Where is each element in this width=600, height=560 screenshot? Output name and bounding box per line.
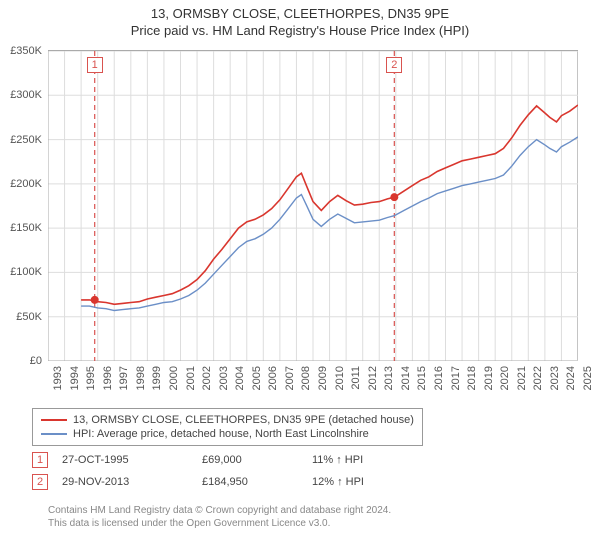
x-tick-label: 2010 [334,366,346,390]
y-tick-label: £250K [10,134,48,146]
plot-area: £0£50K£100K£150K£200K£250K£300K£350K1993… [48,50,578,360]
y-tick-label: £150K [10,222,48,234]
x-tick-label: 2000 [168,366,180,390]
chart-container: 13, ORMSBY CLOSE, CLEETHORPES, DN35 9PE … [0,0,600,560]
x-tick-label: 2015 [416,366,428,390]
x-tick-label: 2013 [383,366,395,390]
x-tick-label: 2004 [234,366,246,390]
event-row-price: £184,950 [202,476,312,488]
x-tick-label: 1996 [102,366,114,390]
x-tick-label: 2002 [201,366,213,390]
x-tick-label: 2008 [300,366,312,390]
events-table: 1 27-OCT-1995£69,00011% ↑ HPI 2 29-NOV-2013… [32,452,422,496]
y-tick-label: £0 [30,355,48,367]
event-row-marker: 1 [32,452,48,468]
x-tick-label: 2017 [450,366,462,390]
chart-subtitle: Price paid vs. HM Land Registry's House … [0,23,600,38]
legend: 13, ORMSBY CLOSE, CLEETHORPES, DN35 9PE … [32,408,423,446]
x-tick-label: 2012 [367,366,379,390]
x-tick-label: 1998 [135,366,147,390]
titles: 13, ORMSBY CLOSE, CLEETHORPES, DN35 9PE … [0,0,600,38]
x-tick-label: 2023 [549,366,561,390]
x-tick-label: 2001 [185,366,197,390]
event-row-date: 27-OCT-1995 [62,454,202,466]
x-tick-label: 2005 [251,366,263,390]
x-tick-label: 2018 [466,366,478,390]
x-tick-label: 2007 [284,366,296,390]
x-tick-label: 2016 [433,366,445,390]
x-tick-label: 2019 [483,366,495,390]
y-tick-label: £100K [10,266,48,278]
legend-swatch [41,433,67,435]
footnote-line2: This data is licensed under the Open Gov… [48,517,391,530]
x-tick-label: 2020 [499,366,511,390]
y-tick-label: £50K [16,311,48,323]
event-row-date: 29-NOV-2013 [62,476,202,488]
event-row: 1 27-OCT-1995£69,00011% ↑ HPI [32,452,422,468]
x-tick-label: 2009 [317,366,329,390]
y-tick-label: £200K [10,178,48,190]
x-tick-label: 2006 [267,366,279,390]
event-row-hpi: 11% ↑ HPI [312,454,422,466]
legend-item: HPI: Average price, detached house, Nort… [41,427,414,441]
y-tick-label: £300K [10,89,48,101]
x-tick-label: 2011 [350,366,362,390]
x-tick-label: 2003 [218,366,230,390]
x-tick-label: 2025 [582,366,594,390]
event-row-hpi: 12% ↑ HPI [312,476,422,488]
x-tick-label: 2024 [565,366,577,390]
x-tick-label: 1997 [118,366,130,390]
x-tick-label: 1994 [69,366,81,390]
legend-swatch [41,419,67,421]
event-marker-box: 2 [386,57,402,73]
event-marker-box: 1 [87,57,103,73]
x-tick-label: 1995 [85,366,97,390]
y-tick-label: £350K [10,45,48,57]
event-row-price: £69,000 [202,454,312,466]
x-tick-label: 2014 [400,366,412,390]
event-row: 2 29-NOV-2013£184,95012% ↑ HPI [32,474,422,490]
legend-label: HPI: Average price, detached house, Nort… [73,428,369,440]
x-tick-label: 1993 [52,366,64,390]
x-tick-label: 1999 [151,366,163,390]
legend-label: 13, ORMSBY CLOSE, CLEETHORPES, DN35 9PE … [73,414,414,426]
footnote: Contains HM Land Registry data © Crown c… [48,504,391,530]
x-tick-label: 2022 [532,366,544,390]
footnote-line1: Contains HM Land Registry data © Crown c… [48,504,391,517]
event-row-marker: 2 [32,474,48,490]
legend-item: 13, ORMSBY CLOSE, CLEETHORPES, DN35 9PE … [41,413,414,427]
x-tick-label: 2021 [516,366,528,390]
chart-title: 13, ORMSBY CLOSE, CLEETHORPES, DN35 9PE [0,6,600,21]
